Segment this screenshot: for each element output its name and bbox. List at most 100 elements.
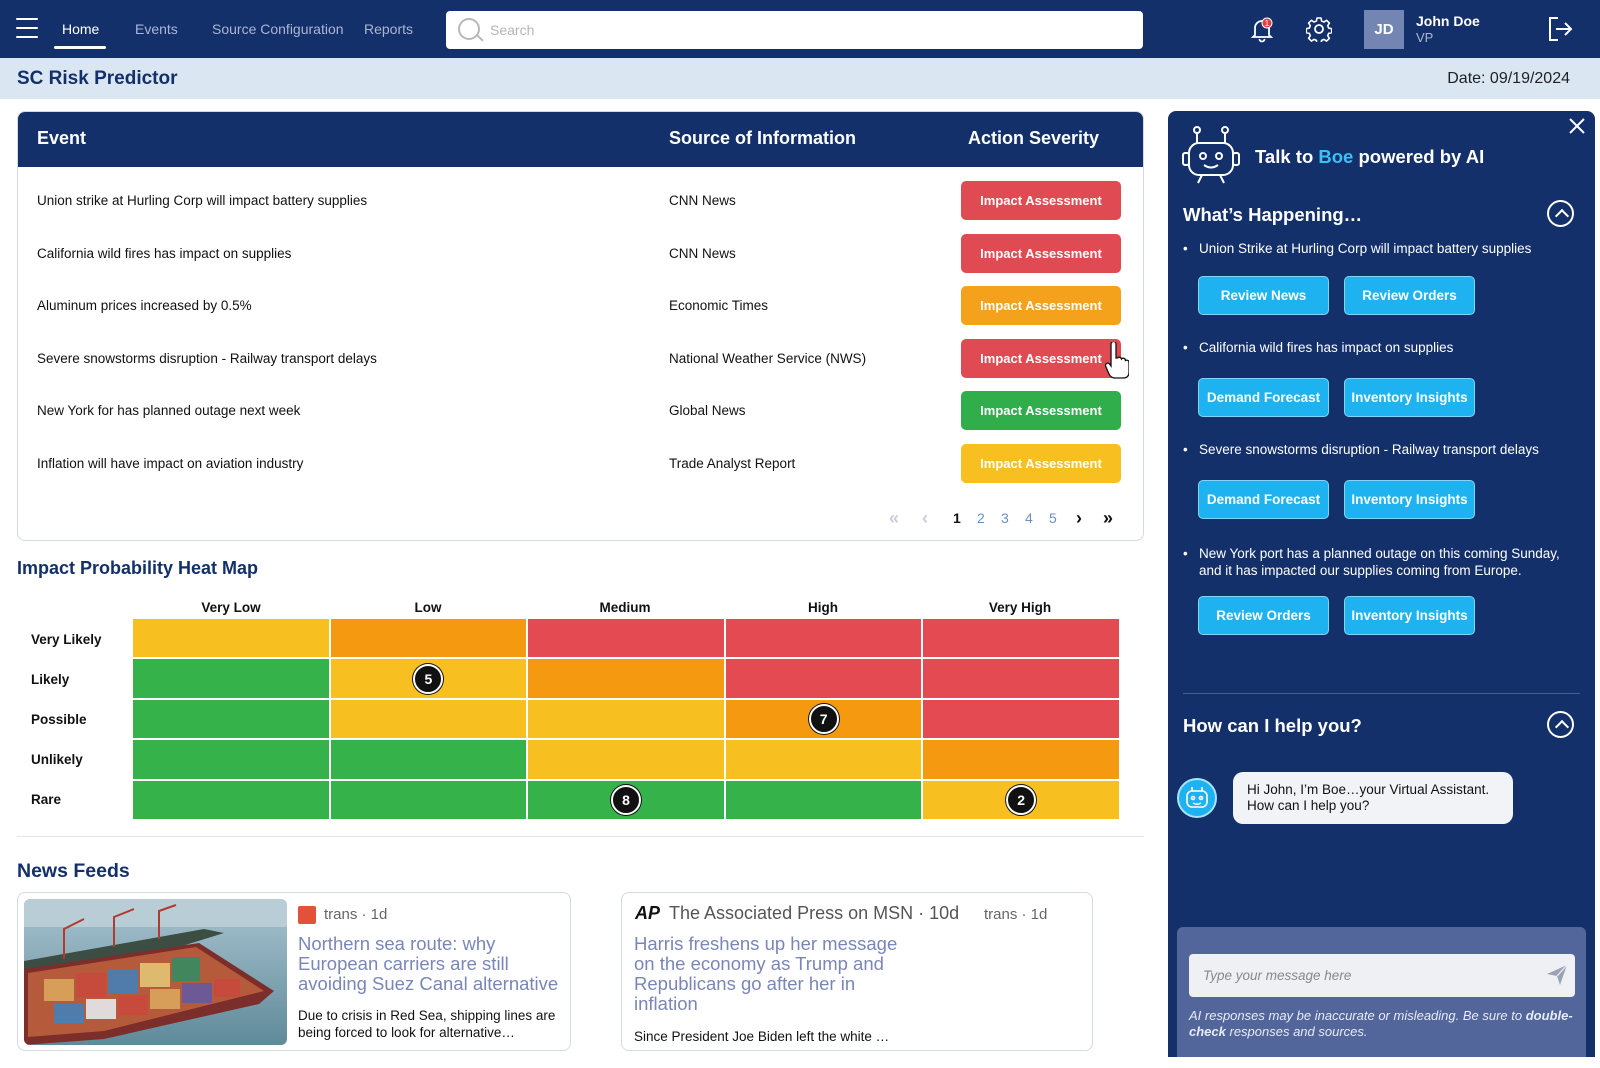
news-source: trans · 1d [984, 906, 1048, 923]
heatmap-count-badge[interactable]: 5 [413, 663, 444, 694]
happening-item: Severe snowstorms disruption - Railway t… [1183, 441, 1578, 458]
impact-assessment-button[interactable]: Impact Assessment [961, 234, 1121, 273]
news-headline[interactable]: Northern sea route: why European carrier… [298, 933, 559, 994]
news-source: trans · 1d [324, 906, 388, 923]
impact-assessment-button[interactable]: Impact Assessment [961, 391, 1121, 430]
event-text: New York for has planned outage next wee… [37, 403, 301, 418]
demand-forecast-button[interactable]: Demand Forecast [1198, 378, 1329, 417]
news-card[interactable]: trans · 1d Northern sea route: why Europ… [17, 892, 571, 1051]
chat-composer: AI responses may be inaccurate or mislea… [1177, 927, 1586, 1057]
impact-assessment-button[interactable]: Impact Assessment [961, 444, 1121, 483]
heatmap-cell [133, 659, 329, 698]
table-row: California wild fires has impact on supp… [18, 228, 1143, 280]
user-role: VP [1416, 30, 1434, 45]
gear-icon[interactable] [1306, 16, 1332, 42]
heatmap-count-badge[interactable]: 8 [610, 784, 641, 815]
send-icon [1547, 964, 1568, 985]
impact-assessment-button[interactable]: Impact Assessment [961, 339, 1121, 378]
nav-reports[interactable]: Reports [364, 21, 414, 37]
robot-icon [1182, 126, 1240, 184]
page-number[interactable]: 1 [953, 510, 961, 526]
nav-active-indicator [54, 46, 106, 49]
heatmap-cell [528, 619, 724, 658]
logout-icon[interactable] [1546, 15, 1574, 43]
news-card[interactable]: AP The Associated Press on MSN · 10d tra… [621, 892, 1093, 1051]
impact-assessment-button[interactable]: Impact Assessment [961, 181, 1121, 220]
assistant-greeting-bubble: Hi John, I’m Boe…your Virtual Assistant.… [1233, 772, 1513, 824]
table-row: Severe snowstorms disruption - Railway t… [18, 333, 1143, 385]
nav-source-configuration[interactable]: Source Configuration [212, 21, 344, 37]
news-headline[interactable]: Harris freshens up her message on the ec… [634, 933, 898, 1014]
heatmap-cell [725, 780, 922, 819]
source-text: Economic Times [669, 298, 769, 313]
heatmap-count-badge[interactable]: 7 [808, 703, 839, 734]
last-page-icon[interactable]: » [1103, 508, 1114, 528]
heatmap-cell [923, 619, 1119, 658]
heatmap-cell [725, 659, 922, 698]
hamburger-menu-icon[interactable] [16, 18, 38, 38]
impact-assessment-button[interactable]: Impact Assessment [961, 286, 1121, 325]
heatmap-cell [133, 740, 329, 779]
next-page-icon[interactable]: › [1076, 508, 1082, 528]
table-row: Union strike at Hurling Corp will impact… [18, 175, 1143, 227]
user-avatar[interactable]: JD [1364, 10, 1404, 49]
table-row: New York for has planned outage next wee… [18, 385, 1143, 437]
page-number[interactable]: 5 [1049, 510, 1057, 526]
bell-icon[interactable]: 1 [1250, 17, 1274, 43]
news-publisher: The Associated Press on MSN · 10d [669, 903, 960, 923]
disclaimer-text: responses and sources. [1225, 1024, 1368, 1039]
column-header-severity: Action Severity [968, 128, 1100, 148]
nav-home[interactable]: Home [62, 21, 100, 37]
notification-count: 1 [1265, 19, 1270, 28]
heatmap-column-label: Medium [599, 600, 651, 615]
section-divider [17, 836, 1144, 837]
heatmap-column-label: High [808, 600, 838, 615]
happening-item: Union Strike at Hurling Corp will impact… [1183, 240, 1578, 257]
assistant-title-prefix: Talk to [1255, 146, 1319, 167]
bot-avatar-icon [1177, 778, 1217, 818]
previous-page-icon[interactable]: ‹ [922, 508, 928, 528]
page-title: SC Risk Predictor [17, 68, 178, 89]
demand-forecast-button[interactable]: Demand Forecast [1198, 480, 1329, 519]
heatmap-row-label: Rare [31, 792, 62, 807]
message-input[interactable] [1189, 954, 1539, 997]
source-text: National Weather Service (NWS) [669, 351, 867, 366]
page-header: SC Risk Predictor Date: 09/19/2024 [0, 58, 1600, 99]
heatmap-cell [133, 780, 329, 819]
heatmap-count-badge[interactable]: 2 [1006, 784, 1037, 815]
search-input[interactable] [490, 11, 1130, 49]
column-header-source: Source of Information [669, 128, 857, 148]
inventory-insights-button[interactable]: Inventory Insights [1344, 596, 1475, 635]
source-text: CNN News [669, 246, 736, 261]
review-orders-button[interactable]: Review Orders [1198, 596, 1329, 635]
close-icon[interactable] [1568, 117, 1586, 135]
inventory-insights-button[interactable]: Inventory Insights [1344, 480, 1475, 519]
ai-assistant-panel: Talk to Boe powered by AI What’s Happeni… [1168, 111, 1595, 1057]
heatmap-column-label: Very High [988, 600, 1052, 615]
collapse-chevron-icon[interactable] [1547, 711, 1574, 738]
heatmap-cell [133, 619, 329, 658]
heatmap-cell [330, 780, 527, 819]
event-text: Severe snowstorms disruption - Railway t… [37, 351, 377, 366]
top-navigation-bar: Home Events Source Configuration Reports… [0, 0, 1600, 58]
review-orders-button[interactable]: Review Orders [1344, 276, 1475, 315]
review-news-button[interactable]: Review News [1198, 276, 1329, 315]
inventory-insights-button[interactable]: Inventory Insights [1344, 378, 1475, 417]
column-header-event: Event [37, 128, 87, 148]
page-number[interactable]: 3 [1001, 510, 1009, 526]
assistant-name: Boe [1318, 146, 1354, 167]
collapse-chevron-icon[interactable] [1547, 200, 1574, 227]
user-name: John Doe [1416, 13, 1480, 29]
heatmap-cell [528, 659, 724, 698]
heatmap-cell [725, 740, 922, 779]
first-page-icon[interactable]: « [889, 508, 900, 528]
heatmap-row-label: Very Likely [31, 632, 102, 647]
heatmap-grid: 5 7 8 2 [133, 619, 1119, 819]
page-number[interactable]: 2 [977, 510, 985, 526]
cargo-ship-image [24, 899, 287, 1045]
nav-events[interactable]: Events [135, 21, 178, 37]
page-number[interactable]: 4 [1025, 510, 1033, 526]
heatmap-cell [330, 619, 527, 658]
send-button[interactable] [1539, 954, 1575, 997]
heatmap-cell [330, 699, 527, 739]
